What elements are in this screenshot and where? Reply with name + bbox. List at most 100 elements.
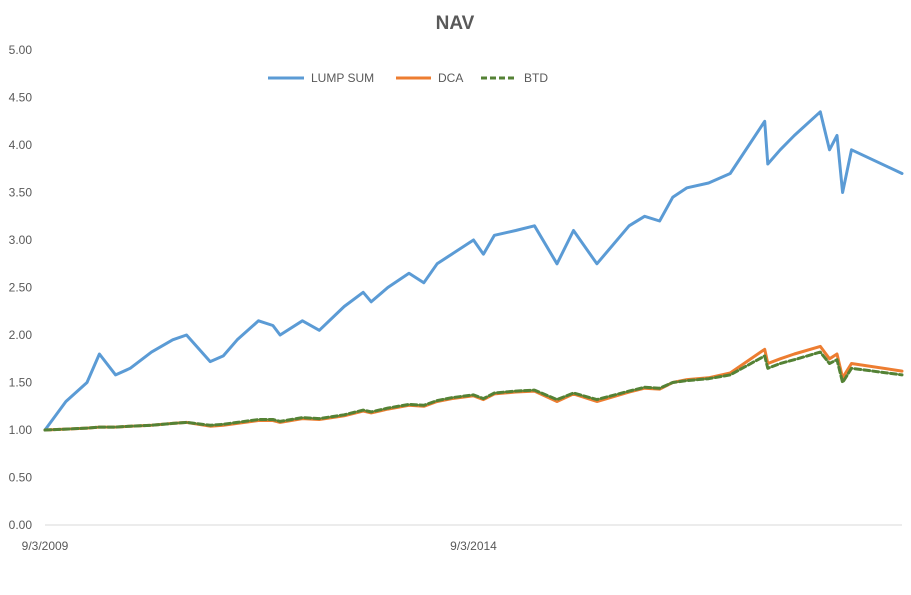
data-point-lump-sum [236,339,238,341]
data-point-lump-sum [901,172,903,174]
data-point-btd [86,427,88,429]
data-point-lump-sum [472,239,474,241]
data-point-btd [767,367,769,369]
data-point-lump-sum [450,253,452,255]
data-point-lump-sum [707,182,709,184]
y-tick-label: 2.50 [9,281,33,295]
data-point-btd [222,423,224,425]
data-point-lump-sum [819,111,821,113]
data-point-btd [596,398,598,400]
data-point-btd [556,398,558,400]
data-point-dca [850,362,852,364]
data-point-btd [472,394,474,396]
data-point-lump-sum [171,339,173,341]
series-line-btd [43,350,904,432]
y-tick-label: 3.00 [9,233,33,247]
data-point-dca [764,348,766,350]
data-point-lump-sum [222,355,224,357]
data-point-btd [236,421,238,423]
data-point-lump-sum [343,305,345,307]
y-tick-label: 5.00 [9,43,33,57]
data-point-dca [819,345,821,347]
data-point-lump-sum [257,320,259,322]
data-point-btd [850,367,852,369]
data-point-lump-sum [672,196,674,198]
data-point-lump-sum [482,253,484,255]
data-point-btd [572,392,574,394]
data-point-lump-sum [793,134,795,136]
data-point-lump-sum [387,286,389,288]
data-point-btd [493,392,495,394]
data-point-lump-sum [572,229,574,231]
legend-label-btd: BTD [524,71,548,85]
data-point-btd [343,414,345,416]
data-point-lump-sum [628,225,630,227]
y-tick-label: 0.50 [9,471,33,485]
data-point-dca [828,358,830,360]
data-point-lump-sum [493,234,495,236]
data-point-btd [515,390,517,392]
data-point-btd [408,403,410,405]
legend-item-btd: BTD [481,71,548,85]
x-tick-label: 9/3/2014 [450,539,497,553]
data-point-btd [819,351,821,353]
legend-label-lump-sum: LUMP SUM [311,71,374,85]
data-point-btd [423,404,425,406]
data-point-btd [643,386,645,388]
data-point-lump-sum [185,334,187,336]
data-point-lump-sum [556,263,558,265]
data-point-lump-sum [129,367,131,369]
data-point-lump-sum [436,263,438,265]
data-point-btd [658,387,660,389]
series-line-dca [43,344,904,432]
data-point-btd [729,374,731,376]
data-point-btd [272,418,274,420]
data-point-lump-sum [408,272,410,274]
data-point-btd [672,381,674,383]
data-point-btd [318,417,320,419]
legend-label-dca: DCA [438,71,463,85]
data-point-lump-sum [533,225,535,227]
data-point-lump-sum [318,329,320,331]
data-point-lump-sum [272,324,274,326]
data-point-lump-sum [850,149,852,151]
y-tick-label: 3.50 [9,186,33,200]
data-point-btd [901,374,903,376]
series-line-lump-sum [43,110,904,432]
data-point-lump-sum [209,360,211,362]
data-point-lump-sum [729,172,731,174]
data-point-btd [98,426,100,428]
data-point-lump-sum [841,191,843,193]
data-point-lump-sum [767,163,769,165]
data-point-lump-sum [779,149,781,151]
data-point-btd [362,409,364,411]
data-point-btd [279,420,281,422]
data-point-btd [387,407,389,409]
y-tick-label: 4.00 [9,138,33,152]
data-point-btd [779,362,781,364]
data-point-btd [482,397,484,399]
data-point-btd [793,359,795,361]
chart-title: NAV [436,13,475,34]
data-point-lump-sum [515,229,517,231]
y-axis: 0.00 0.50 1.00 1.50 2.00 2.50 3.00 3.50 4.00 4.50… [9,43,33,532]
data-point-btd [764,355,766,357]
data-point-lump-sum [86,381,88,383]
data-point-lump-sum [686,187,688,189]
data-point-lump-sum [423,282,425,284]
data-point-lump-sum [279,334,281,336]
data-point-btd [65,428,67,430]
x-axis: 9/3/2009 9/3/2014 [22,524,902,553]
data-point-btd [129,425,131,427]
data-point-lump-sum [114,374,116,376]
data-point-btd [686,379,688,381]
data-point-btd [836,359,838,361]
data-point-lump-sum [362,291,364,293]
data-point-dca [779,358,781,360]
data-point-dca [836,353,838,355]
data-point-lump-sum [370,301,372,303]
data-point-btd [209,424,211,426]
data-point-btd [185,421,187,423]
data-point-btd [44,429,46,431]
data-point-lump-sum [150,351,152,353]
